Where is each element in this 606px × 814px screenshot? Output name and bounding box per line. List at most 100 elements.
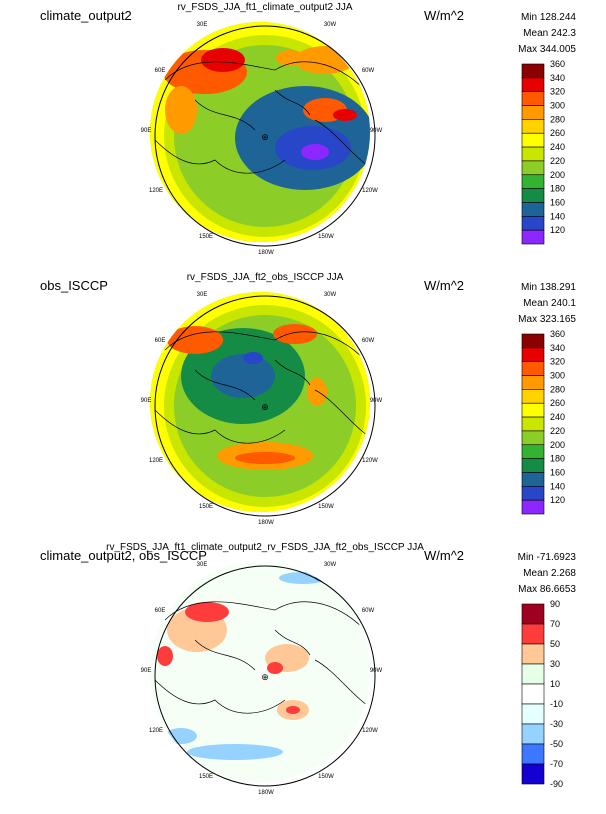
stat-min: Min 128.244	[520, 12, 576, 23]
longitude-label: 150E	[199, 774, 213, 780]
colorbar-tick-label: 260	[550, 398, 565, 408]
longitude-label: 90E	[141, 128, 152, 134]
map-panel: obs_ISCCP W/m^2 rv_FSDS_JJA_ft2_obs_ISCCP …	[0, 270, 606, 540]
colorbar-tick-label: 220	[550, 426, 565, 436]
colorbar-swatch	[521, 160, 545, 176]
longitude-label: 30E	[197, 292, 208, 298]
field-region	[301, 144, 329, 160]
colorbar-tick-label: 120	[550, 495, 565, 505]
stat-mean: Mean 2.268	[523, 568, 576, 579]
colorbar-swatch	[521, 361, 545, 376]
units-label: W/m^2	[424, 278, 465, 293]
colorbar-tick-label: 360	[550, 329, 565, 339]
colorbar: 360 340 320 300 280 260 240 220 200 180 160 140 120	[521, 59, 565, 245]
colorbar-tick-label: 200	[550, 440, 565, 450]
longitude-label: 60E	[155, 68, 166, 74]
colorbar-swatch	[521, 416, 545, 432]
colorbar-tick-label: 280	[550, 384, 565, 394]
colorbar-swatch	[521, 486, 545, 501]
longitude-label: 150W	[318, 234, 334, 240]
longitude-label: 60E	[155, 608, 166, 614]
colorbar-swatch	[521, 703, 545, 725]
longitude-label: 150E	[199, 504, 213, 510]
map-panel: climate_output2 W/m^2 rv_FSDS_JJA_ft1_clim…	[0, 0, 606, 270]
longitude-label: 30W	[324, 22, 337, 28]
colorbar-swatch	[521, 763, 545, 785]
longitude-label: 150E	[199, 234, 213, 240]
colorbar: 90 70 50 30 10 -10 -30 -50 -70 -90	[521, 599, 563, 789]
colorbar-swatch	[521, 188, 545, 203]
colorbar-tick-label: 160	[550, 197, 565, 207]
stats-block: Min 128.244 Mean 242.3 Max 344.005	[518, 10, 576, 58]
longitude-label: 150W	[318, 774, 334, 780]
stat-mean: Mean 240.1	[523, 298, 576, 309]
field-region	[243, 352, 263, 364]
pole-marker: ⊕	[261, 132, 269, 142]
pole-marker: ⊕	[261, 402, 269, 412]
field-region	[307, 378, 327, 406]
colorbar-tick-label: -70	[550, 759, 563, 769]
colorbar-tick-label: 260	[550, 128, 565, 138]
colorbar-swatch	[521, 472, 545, 487]
colorbar-swatch	[521, 683, 545, 705]
field-region	[267, 662, 283, 674]
colorbar-tick-label: 320	[550, 87, 565, 97]
stat-mean: Mean 242.3	[523, 28, 576, 39]
longitude-label: 90E	[141, 668, 152, 674]
field-region	[167, 326, 223, 354]
stats-block: Min -71.6923 Mean 2.268 Max 86.6653	[518, 550, 576, 598]
longitude-label: 30E	[197, 562, 208, 568]
colorbar-swatch	[521, 743, 545, 765]
field-region	[286, 706, 300, 714]
longitude-label: 90W	[370, 668, 383, 674]
longitude-label: 30W	[324, 292, 337, 298]
colorbar-tick-label: 180	[550, 184, 565, 194]
colorbar-swatch	[521, 132, 545, 148]
field-region	[201, 48, 245, 72]
map-panel: climate_output2, obs_ISCCP W/m^2 rv_FSDS_J…	[0, 540, 606, 810]
colorbar-swatch	[521, 105, 545, 120]
colorbar-tick-label: -30	[550, 719, 563, 729]
colorbar-swatch	[521, 444, 545, 459]
longitude-label: 150W	[318, 504, 334, 510]
panel-title: rv_FSDS_JJA_ft1_climate_output2_rv_FSDS_…	[106, 542, 424, 553]
stat-max: Max 323.165	[518, 314, 576, 325]
colorbar-tick-label: 240	[550, 142, 565, 152]
field-region	[235, 452, 295, 464]
case-name: obs_ISCCP	[40, 278, 108, 293]
colorbar-swatch	[521, 91, 545, 106]
colorbar-tick-label: 140	[550, 211, 565, 221]
polar-map: ⊕ 30E 30W 60E 60W 90E 90W 120E 120W 150E 150W 180W	[141, 292, 383, 526]
colorbar-swatch	[521, 216, 545, 231]
field-region	[187, 744, 283, 760]
longitude-label: 60W	[362, 68, 375, 74]
longitude-label: 90E	[141, 398, 152, 404]
field-region	[279, 572, 327, 584]
colorbar-swatch	[521, 402, 545, 418]
longitude-label: 180W	[258, 790, 274, 796]
longitude-label: 90W	[370, 128, 383, 134]
longitude-label: 120E	[149, 728, 163, 734]
colorbar-tick-label: -90	[550, 779, 563, 789]
colorbar-swatch	[521, 202, 545, 217]
longitude-label: 30E	[197, 22, 208, 28]
stat-min: Min -71.6923	[517, 552, 576, 563]
colorbar-tick-label: -50	[550, 739, 563, 749]
field-region	[211, 354, 275, 398]
field-region	[165, 86, 197, 134]
colorbar-swatch	[521, 389, 545, 404]
colorbar-tick-label: 340	[550, 343, 565, 353]
colorbar-tick-label: 160	[550, 467, 565, 477]
longitude-label: 120W	[362, 728, 378, 734]
stat-max: Max 86.6653	[518, 584, 576, 595]
field-region	[273, 324, 317, 344]
colorbar-tick-label: 360	[550, 59, 565, 69]
colorbar-tick-label: 220	[550, 156, 565, 166]
longitude-label: 180W	[258, 250, 274, 256]
colorbar-swatch	[521, 723, 545, 745]
colorbar-tick-label: 300	[550, 101, 565, 111]
colorbar-swatch	[521, 333, 545, 349]
units-label: W/m^2	[424, 8, 465, 23]
colorbar-tick-label: 240	[550, 412, 565, 422]
longitude-label: 90W	[370, 398, 383, 404]
